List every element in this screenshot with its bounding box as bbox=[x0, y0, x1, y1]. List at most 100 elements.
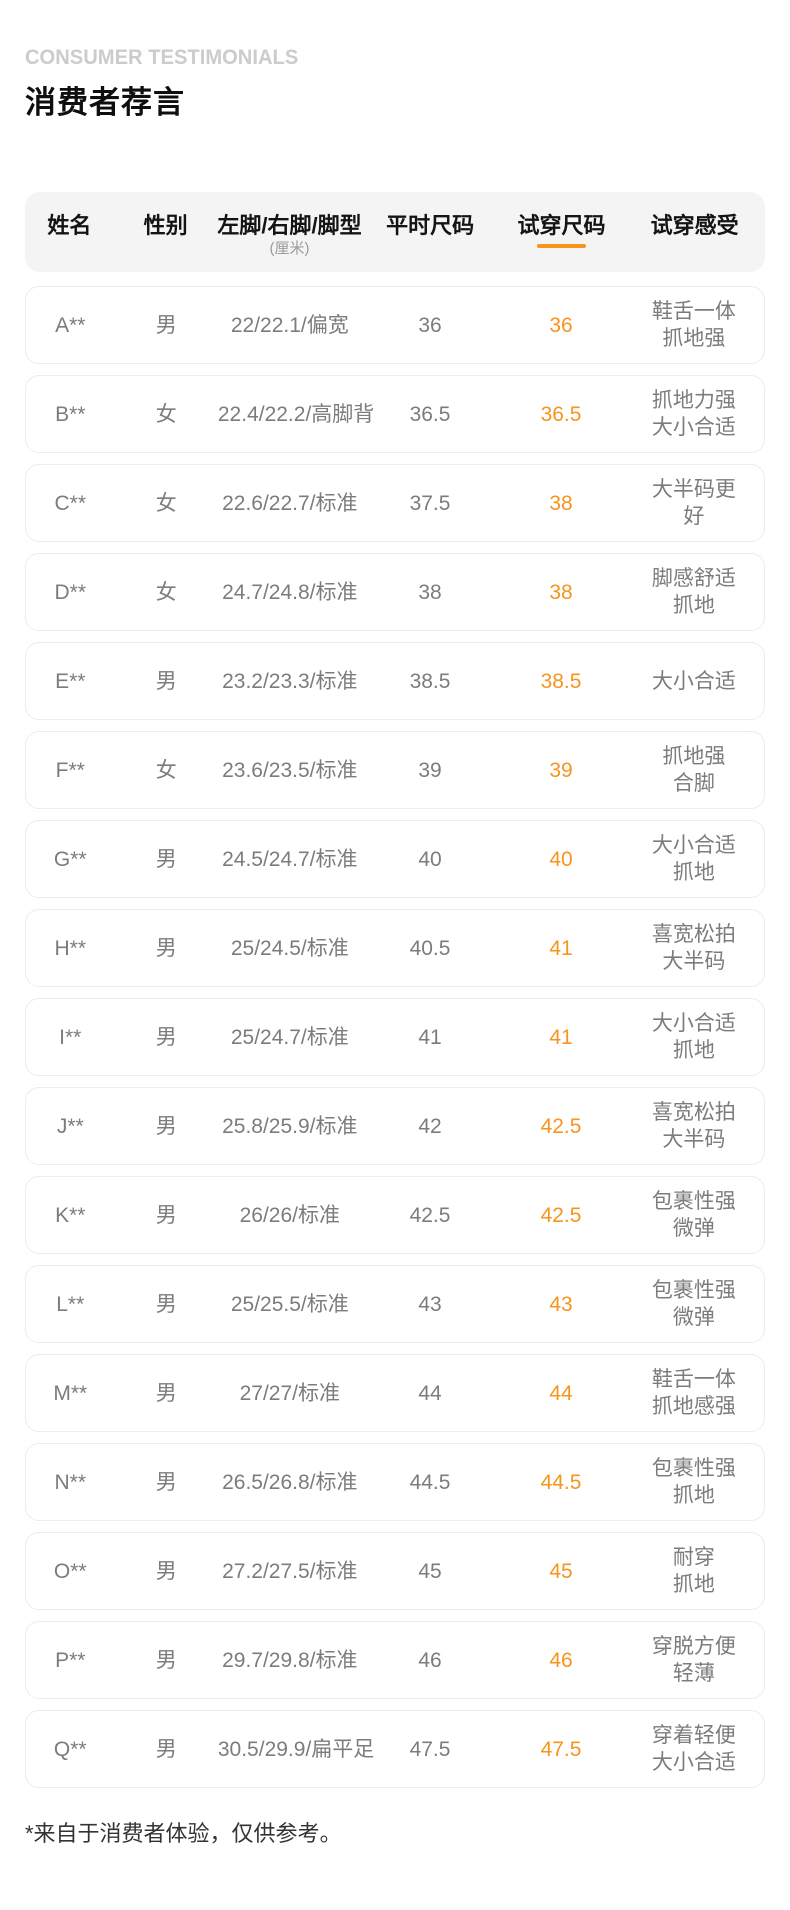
cell-usual-size: 43 bbox=[418, 1292, 442, 1316]
cell-feet: 29.7/29.8/标准 bbox=[222, 1648, 358, 1672]
cell-tryon-size: 44.5 bbox=[540, 1470, 582, 1494]
cell-name: J** bbox=[56, 1114, 84, 1138]
table-rows: A** 男 22/22.1/偏宽 36 36 鞋舌一体 抓地强 B** 女 22.… bbox=[25, 286, 765, 1788]
table-row: J** 男 25.8/25.9/标准 42 42.5 喜宽松拍 大半码 bbox=[25, 1087, 765, 1165]
cell-gender: 女 bbox=[155, 758, 177, 782]
cell-feet: 26.5/26.8/标准 bbox=[222, 1470, 358, 1494]
cell-usual-size: 40 bbox=[418, 847, 442, 871]
cell-usual-size: 38 bbox=[418, 580, 442, 604]
cell-feet: 24.7/24.8/标准 bbox=[222, 580, 358, 604]
tryon-size-underline bbox=[536, 244, 586, 248]
header-label-feeling: 试穿感受 bbox=[650, 213, 739, 238]
feeling-line: 鞋舌一体 bbox=[651, 300, 736, 323]
cell-name: P** bbox=[55, 1648, 86, 1672]
cell-feet: 22.6/22.7/标准 bbox=[222, 491, 358, 515]
header-cell-name: 姓名 bbox=[25, 192, 114, 272]
header-cell-usual-size: 平时尺码 bbox=[362, 192, 499, 272]
table-row: O** 男 27.2/27.5/标准 45 45 耐穿 抓地 bbox=[25, 1532, 765, 1610]
cell-feeling: 喜宽松拍 大半码 bbox=[624, 1099, 764, 1153]
cell-feeling: 大小合适 bbox=[624, 668, 764, 695]
header-cell-feeling: 试穿感受 bbox=[624, 192, 765, 272]
cell-gender: 男 bbox=[155, 1381, 177, 1405]
cell-gender: 男 bbox=[155, 313, 177, 337]
feeling-line: 大小合适 bbox=[651, 1012, 736, 1035]
cell-feet: 25/24.5/标准 bbox=[230, 936, 349, 960]
cell-name: C** bbox=[54, 491, 87, 515]
table-row: K** 男 26/26/标准 42.5 42.5 包裹性强 微弹 bbox=[25, 1176, 765, 1254]
eyebrow-text: CONSUMER TESTIMONIALS bbox=[25, 46, 299, 69]
feeling-line: 大小合适 bbox=[651, 1751, 736, 1774]
table-row: M** 男 27/27/标准 44 44 鞋舌一体 抓地感强 bbox=[25, 1354, 765, 1432]
table-row: Q** 男 30.5/29.9/扁平足 47.5 47.5 穿着轻便 大小合适 bbox=[25, 1710, 765, 1788]
cell-tryon-size: 46 bbox=[549, 1648, 573, 1672]
cell-gender: 男 bbox=[155, 1203, 177, 1227]
table-row: P** 男 29.7/29.8/标准 46 46 穿脱方便 轻薄 bbox=[25, 1621, 765, 1699]
cell-usual-size: 39 bbox=[418, 758, 442, 782]
feeling-line: 包裹性强 bbox=[651, 1190, 736, 1213]
feeling-line: 微弹 bbox=[672, 1217, 715, 1240]
cell-feet: 23.2/23.3/标准 bbox=[222, 669, 358, 693]
consumer-testimonials-section: CONSUMER TESTIMONIALS 消费者荐言 姓名 性别 左脚/右脚/… bbox=[25, 46, 765, 1846]
cell-name: Q** bbox=[53, 1737, 87, 1761]
table-row: F** 女 23.6/23.5/标准 39 39 抓地强 合脚 bbox=[25, 731, 765, 809]
feeling-line: 抓地力强 bbox=[651, 389, 736, 412]
header-label-tryon-size: 试穿尺码 bbox=[517, 213, 606, 238]
cell-tryon-size: 36.5 bbox=[540, 402, 582, 426]
cell-usual-size: 44.5 bbox=[409, 1470, 451, 1494]
cell-usual-size: 47.5 bbox=[409, 1737, 451, 1761]
cell-gender: 男 bbox=[155, 669, 177, 693]
cell-feeling: 大小合适 抓地 bbox=[624, 832, 764, 886]
table-row: E** 男 23.2/23.3/标准 38.5 38.5 大小合适 bbox=[25, 642, 765, 720]
cell-name: M** bbox=[53, 1381, 88, 1405]
cell-gender: 男 bbox=[155, 1648, 177, 1672]
cell-feeling: 喜宽松拍 大半码 bbox=[624, 921, 764, 975]
feeling-line: 合脚 bbox=[672, 772, 715, 795]
table-row: C** 女 22.6/22.7/标准 37.5 38 大半码更好 bbox=[25, 464, 765, 542]
feeling-line: 穿着轻便 bbox=[651, 1724, 736, 1747]
header-cell-feet: 左脚/右脚/脚型 (厘米) bbox=[217, 192, 361, 272]
feeling-line: 喜宽松拍 bbox=[651, 1101, 736, 1124]
cell-tryon-size: 44 bbox=[549, 1381, 573, 1405]
cell-feet: 26/26/标准 bbox=[239, 1203, 340, 1227]
header-cell-gender: 性别 bbox=[114, 192, 218, 272]
cell-gender: 男 bbox=[155, 1470, 177, 1494]
cell-tryon-size: 38.5 bbox=[540, 669, 582, 693]
cell-feeling: 穿脱方便 轻薄 bbox=[624, 1633, 764, 1687]
table-row: B** 女 22.4/22.2/高脚背 36.5 36.5 抓地力强 大小合适 bbox=[25, 375, 765, 453]
cell-name: I** bbox=[59, 1025, 82, 1049]
cell-usual-size: 41 bbox=[418, 1025, 442, 1049]
cell-feeling: 包裹性强 微弹 bbox=[624, 1188, 764, 1242]
feeling-line: 大半码 bbox=[662, 1128, 726, 1151]
header-cell-tryon-size: 试穿尺码 bbox=[499, 192, 625, 272]
cell-tryon-size: 45 bbox=[549, 1559, 573, 1583]
cell-feet: 22.4/22.2/高脚背 bbox=[217, 402, 375, 426]
cell-tryon-size: 38 bbox=[549, 491, 573, 515]
feeling-line: 微弹 bbox=[672, 1306, 715, 1329]
header-label-feet: 左脚/右脚/脚型 bbox=[217, 213, 362, 238]
cell-feet: 27/27/标准 bbox=[239, 1381, 340, 1405]
cell-feeling: 大半码更好 bbox=[624, 476, 764, 530]
cell-feet: 24.5/24.7/标准 bbox=[222, 847, 358, 871]
cell-gender: 女 bbox=[155, 491, 177, 515]
cell-usual-size: 42.5 bbox=[409, 1203, 451, 1227]
header-label-gender: 性别 bbox=[143, 213, 188, 238]
feeling-line: 鞋舌一体 bbox=[651, 1368, 736, 1391]
cell-tryon-size: 38 bbox=[549, 580, 573, 604]
cell-usual-size: 42 bbox=[418, 1114, 442, 1138]
footnote: *来自于消费者体验，仅供参考。 bbox=[25, 1821, 342, 1846]
feeling-line: 大小合适 bbox=[651, 416, 736, 439]
feeling-line: 抓地 bbox=[672, 1484, 715, 1507]
feeling-line: 脚感舒适 bbox=[651, 567, 736, 590]
cell-gender: 男 bbox=[155, 1559, 177, 1583]
feeling-line: 抓地强 bbox=[662, 745, 726, 768]
cell-tryon-size: 47.5 bbox=[540, 1737, 582, 1761]
cell-feeling: 抓地力强 大小合适 bbox=[624, 387, 764, 441]
cell-gender: 女 bbox=[155, 402, 177, 426]
testimonials-table: 姓名 性别 左脚/右脚/脚型 (厘米) 平时尺码 试穿尺码 试穿感受 A** 男 bbox=[25, 192, 765, 1788]
cell-feet: 22/22.1/偏宽 bbox=[230, 313, 349, 337]
feeling-line: 轻薄 bbox=[672, 1662, 715, 1685]
cell-gender: 男 bbox=[155, 1114, 177, 1138]
table-row: D** 女 24.7/24.8/标准 38 38 脚感舒适 抓地 bbox=[25, 553, 765, 631]
feeling-line: 包裹性强 bbox=[651, 1279, 736, 1302]
cell-name: H** bbox=[54, 936, 87, 960]
